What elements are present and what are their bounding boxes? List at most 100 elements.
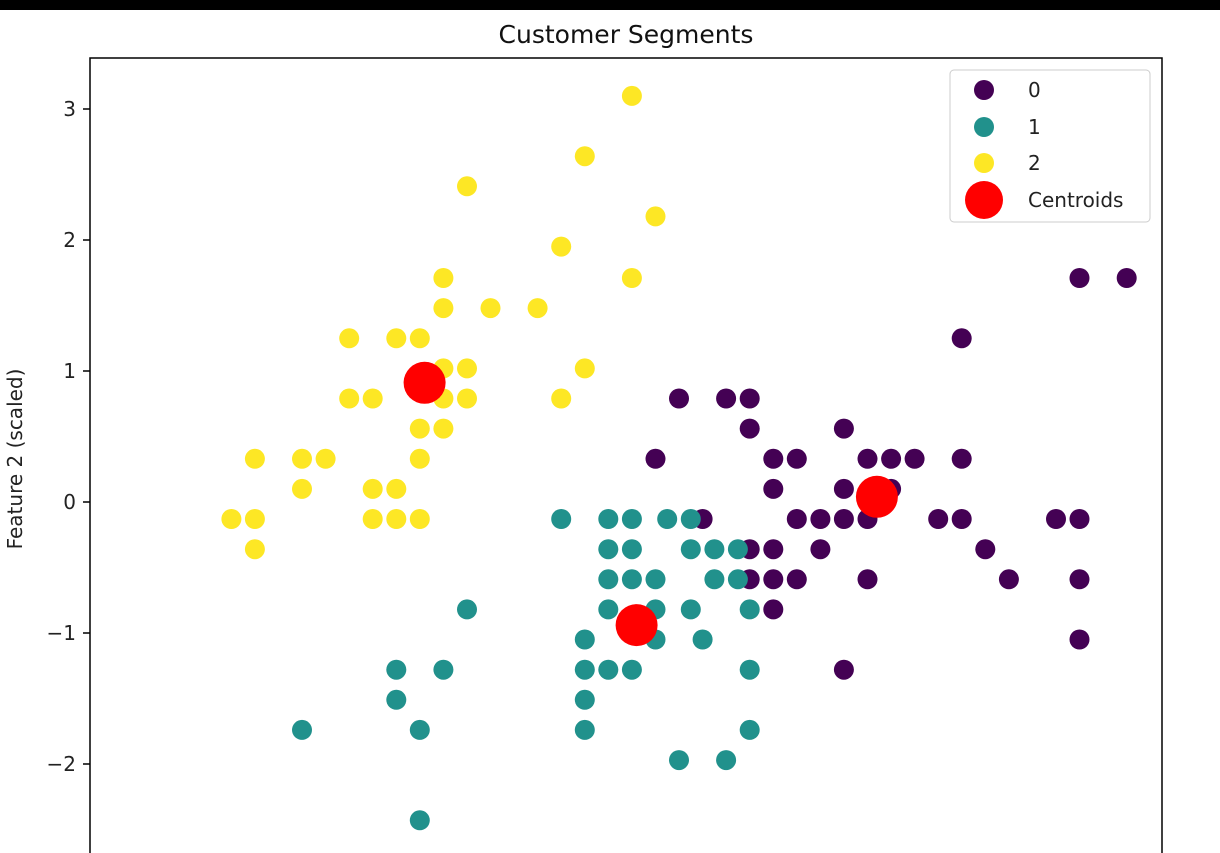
point-cluster-2 [362,388,383,409]
point-cluster-2 [433,298,454,319]
point-cluster-1 [409,719,430,740]
point-cluster-2 [621,268,642,288]
point-cluster-1 [716,750,737,771]
point-cluster-0 [1116,268,1137,288]
point-cluster-0 [763,599,784,620]
y-tick-label: 0 [63,490,76,514]
point-cluster-0 [833,509,854,529]
point-cluster-0 [763,569,784,590]
legend-label: 1 [1028,115,1041,139]
point-cluster-0 [928,509,949,529]
point-cluster-2 [386,509,407,529]
point-cluster-0 [763,539,784,560]
point-cluster-1 [680,539,701,560]
point-cluster-0 [904,448,925,469]
point-cluster-0 [786,448,807,469]
window-top-bar [0,0,1220,10]
point-cluster-0 [669,388,689,409]
point-cluster-1 [574,719,595,740]
y-tick-label: 1 [63,359,76,383]
point-cluster-0 [833,659,854,680]
point-cluster-2 [527,298,548,319]
point-cluster-0 [786,509,807,529]
point-cluster-0 [645,448,666,469]
point-cluster-2 [362,478,383,499]
point-cluster-2 [339,388,360,409]
point-cluster-2 [244,509,265,529]
point-cluster-2 [409,509,430,529]
y-axis-label: Feature 2 (scaled) [3,369,27,550]
legend-marker-cluster-1 [974,117,994,137]
point-cluster-1 [621,569,642,590]
point-cluster-1 [680,599,701,620]
point-cluster-1 [692,629,713,650]
legend-marker-cluster-2 [974,153,994,173]
point-cluster-2 [339,328,360,349]
point-cluster-2 [621,85,642,106]
point-cluster-2 [362,509,383,529]
point-cluster-1 [657,509,678,529]
point-cluster-0 [833,418,854,439]
plot-frame [89,57,1163,853]
point-cluster-0 [881,448,902,469]
point-cluster-0 [951,448,972,469]
centroids-layer [403,361,898,647]
point-cluster-2 [244,448,265,469]
point-cluster-0 [786,569,807,590]
point-cluster-1 [621,509,642,529]
point-cluster-1 [598,659,619,680]
point-cluster-1 [669,750,689,771]
point-cluster-1 [386,659,407,680]
point-cluster-2 [457,176,477,197]
point-cluster-2 [292,478,312,499]
point-cluster-0 [763,448,784,469]
y-tick-label: 2 [63,228,76,252]
point-cluster-0 [1046,509,1066,529]
legend-marker-cluster-0 [974,80,994,100]
point-cluster-0 [1069,569,1090,590]
y-tick-label: −1 [47,621,76,645]
legend-label: Centroids [1028,188,1123,212]
y-tick-label: 3 [63,97,76,121]
point-cluster-2 [574,146,595,167]
point-cluster-1 [704,539,725,560]
point-cluster-2 [292,448,312,469]
legend: 0 1 2 Centroids [949,69,1151,223]
point-cluster-1 [574,629,595,650]
point-cluster-1 [433,659,454,680]
point-cluster-0 [810,539,831,560]
y-axis-ticks: 3 2 1 0 −1 −2 [47,97,90,776]
point-cluster-1 [457,599,477,620]
point-cluster-2 [480,298,501,319]
point-cluster-1 [409,810,430,831]
point-cluster-2 [409,448,430,469]
point-cluster-1 [727,569,748,590]
point-cluster-2 [551,236,572,257]
point-cluster-1 [386,689,407,710]
point-cluster-1 [598,599,619,620]
point-cluster-1 [704,569,725,590]
point-cluster-0 [975,539,996,560]
point-cluster-2 [315,448,336,469]
point-cluster-1 [727,539,748,560]
point-cluster-1 [739,719,760,740]
legend-marker-centroids [965,181,1003,219]
centroid-marker [855,475,898,518]
point-cluster-0 [857,448,878,469]
chart-title: Customer Segments [499,20,754,49]
point-cluster-1 [621,539,642,560]
point-cluster-0 [716,388,737,409]
point-cluster-2 [645,206,666,227]
point-cluster-0 [1069,509,1090,529]
point-cluster-0 [1069,268,1090,288]
point-cluster-0 [857,569,878,590]
legend-label: 0 [1028,78,1041,102]
legend-label: 2 [1028,151,1041,175]
point-cluster-0 [763,478,784,499]
point-cluster-2 [457,358,477,379]
point-cluster-2 [433,418,454,439]
point-cluster-2 [551,388,572,409]
centroid-marker [615,604,658,647]
point-cluster-0 [810,509,831,529]
point-cluster-1 [680,509,701,529]
